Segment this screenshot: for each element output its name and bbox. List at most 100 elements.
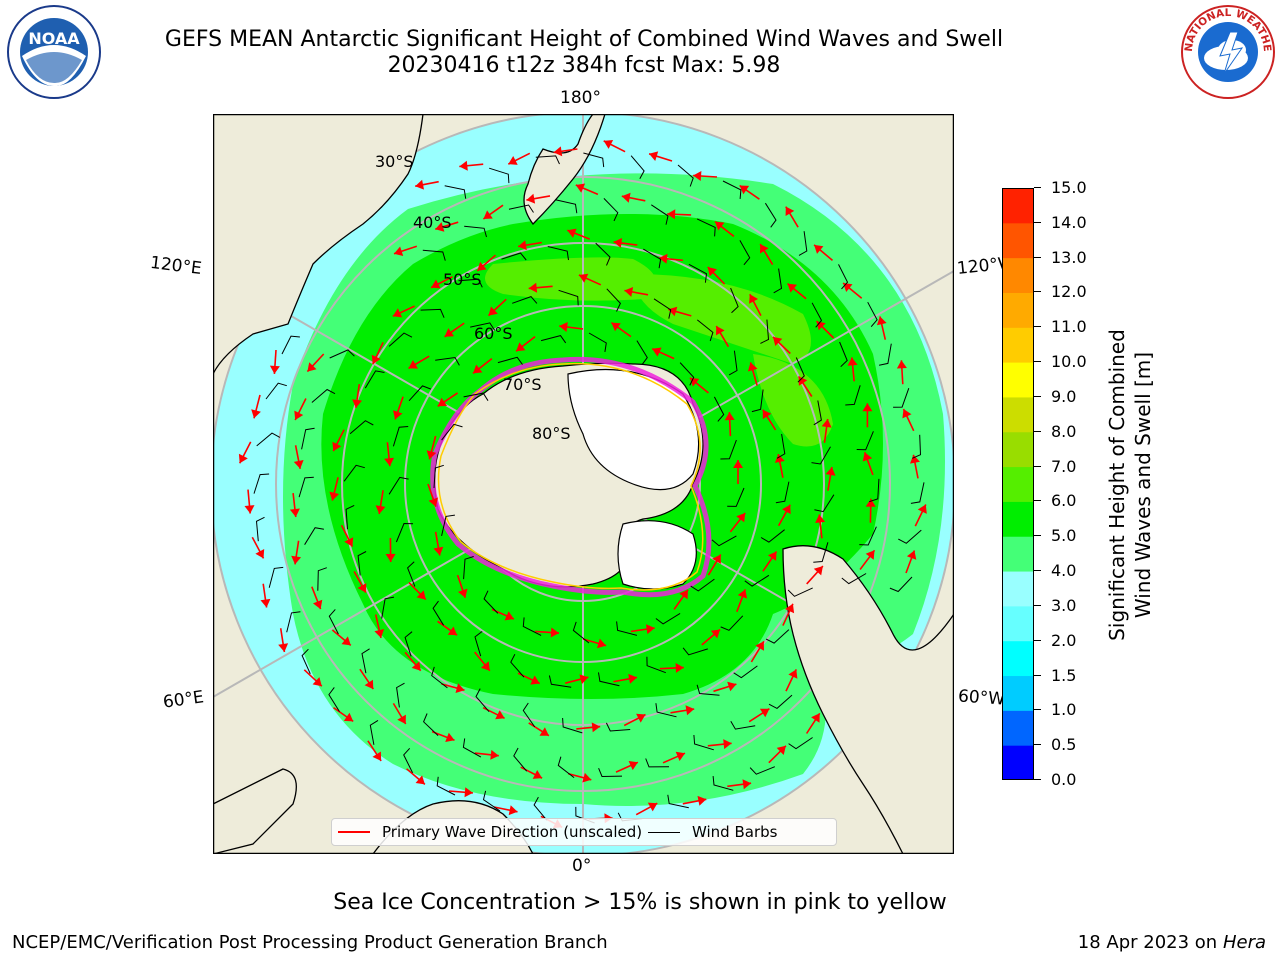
wind-barb (281, 335, 300, 355)
wind-barb (357, 551, 367, 576)
wave-arrow-head (865, 550, 875, 560)
wind-barb (712, 776, 734, 791)
wave-arrow-head (550, 627, 559, 638)
wind-barb (475, 688, 490, 713)
wave-arrow-head (343, 712, 354, 722)
wind-barb (557, 756, 575, 778)
wind-barb (773, 268, 783, 294)
antarctica-ice-shelf-peninsula (617, 520, 697, 590)
wave-arrow-head (518, 240, 527, 251)
colorbar-segment (1002, 431, 1034, 468)
wave-arrow-head (344, 537, 354, 547)
wind-barb (458, 278, 483, 288)
wave-arrow-head (508, 156, 518, 165)
wind-barb (749, 766, 775, 775)
colorbar-segment (1002, 292, 1034, 328)
wave-arrow-head (649, 151, 659, 161)
wave-arrow-head (435, 222, 445, 232)
footer-date: 18 Apr 2023 on Hera (1078, 932, 1266, 953)
wind-barb (444, 185, 467, 199)
colorbar-segment (1002, 362, 1034, 398)
wave-arrow-head (776, 745, 786, 755)
wind-barb (720, 439, 737, 460)
wind-barb (388, 476, 409, 495)
wave-arrow-head (490, 749, 499, 760)
wind-barb (595, 242, 611, 266)
wave-arrow-head (371, 354, 381, 365)
wind-barb (345, 504, 355, 530)
wave-arrow-head (659, 253, 668, 264)
wind-barb (598, 768, 623, 778)
wind-barb (603, 198, 619, 222)
wind-barb (744, 574, 770, 587)
wave-arrow-head (313, 599, 323, 610)
wind-barb (301, 427, 315, 450)
wave-arrow-head (785, 603, 795, 614)
wind-barb (898, 529, 922, 544)
wind-barb (388, 332, 413, 347)
sea-ice-edge (430, 356, 712, 598)
wind-barb (653, 298, 672, 319)
wind-barb (361, 648, 370, 674)
wave-arrow-head (760, 244, 769, 254)
wind-barb (540, 335, 567, 344)
wave-arrow-head (742, 779, 752, 790)
footer-host: Hera (1222, 932, 1266, 953)
wave-field-5m (485, 257, 656, 301)
wave-arrow-head (727, 681, 737, 692)
colorbar-tick-label: 2.0 (1051, 630, 1077, 650)
wind-barb (510, 653, 525, 678)
wave-arrow-head (715, 221, 725, 231)
wind-barb (463, 556, 474, 580)
wave-arrow-head (917, 504, 927, 514)
wave-arrow-head (910, 454, 920, 464)
wind-barb (533, 796, 548, 821)
wave-arrow-head (488, 306, 498, 316)
wave-arrow-head (364, 679, 374, 690)
wind-barb (788, 737, 813, 750)
landmass-australia (213, 114, 424, 375)
wave-arrow-head (636, 713, 646, 723)
latitude-label-50s: 50°S (443, 270, 482, 289)
colorbar-title-line1: Significant Height of Combined (1105, 329, 1129, 641)
wave-arrow-head (685, 705, 695, 716)
wave-arrow-head (307, 362, 317, 372)
wave-arrow-head (426, 450, 437, 460)
wind-barb (606, 288, 621, 312)
wind-barb (798, 231, 808, 256)
wind-barb (751, 389, 764, 413)
wave-arrow-head (385, 553, 396, 562)
wave-arrow-head (251, 409, 261, 419)
colorbar-segment (1002, 188, 1034, 224)
colorbar-title-line2: Wind Waves and Swell [m] (1131, 351, 1155, 619)
wave-arrow-head (473, 364, 483, 374)
wave-arrow-head (739, 185, 750, 195)
wind-barb (462, 738, 482, 758)
colorbar-segment (1002, 675, 1034, 711)
wave-arrow-head (865, 498, 876, 507)
colorbar-tick-label: 4.0 (1051, 561, 1077, 581)
wave-arrow-head (667, 209, 676, 220)
wave-arrow-head (767, 551, 777, 561)
wind-barb (522, 702, 536, 728)
latitude-label-80s: 80°S (532, 424, 571, 443)
landmass-south-america (782, 545, 954, 854)
wind-barb (463, 392, 489, 401)
wind-barb (733, 665, 758, 679)
wind-barb (775, 481, 790, 504)
legend-swatch-wind-barbs (648, 831, 680, 833)
wave-arrow-head (675, 663, 684, 673)
wave-arrow-head (578, 273, 589, 283)
legend-item-wind-barbs: Wind Barbs (648, 823, 777, 841)
wind-barb (441, 514, 455, 537)
wind-barb (407, 561, 416, 587)
wave-field-5m-east (633, 274, 811, 364)
wind-barb (474, 631, 483, 657)
wind-barb (813, 400, 822, 426)
colorbar-tick-label: 0.0 (1051, 770, 1077, 789)
wave-arrow-head (736, 513, 746, 523)
wave-arrow-head (526, 193, 536, 204)
wave-arrow-head (392, 308, 403, 318)
wave-arrow-head (675, 751, 685, 761)
wave-field-5m-east2 (753, 354, 833, 447)
